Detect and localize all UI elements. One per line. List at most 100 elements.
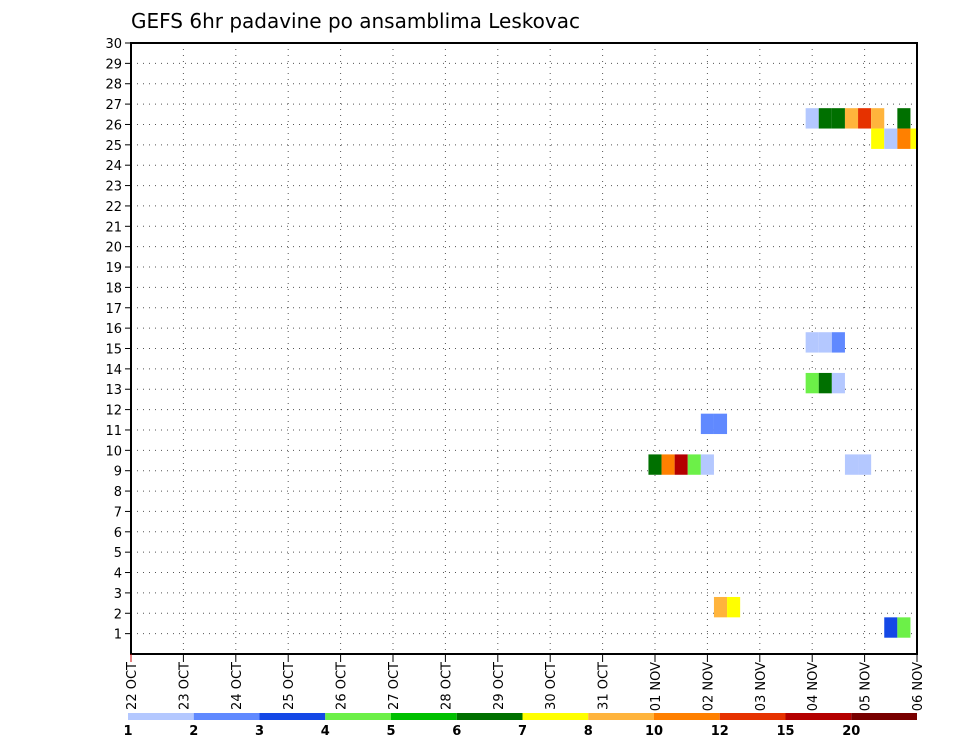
colorbar-label: 20 [842,724,860,739]
precip-cell [871,108,885,129]
precip-cell [648,454,662,475]
x-tick-label: 22 OCT [125,662,140,710]
precip-cell [727,596,741,618]
precip-cell [805,108,819,129]
precip-cell [844,108,859,129]
colorbar-segment [588,713,654,720]
colorbar-label: 6 [452,724,461,739]
colorbar-label: 2 [189,724,198,739]
y-tick-label: 5 [114,546,122,561]
colorbar-segment [193,713,260,720]
colorbar-segment [522,713,589,720]
precip-cell [897,617,911,638]
colorbar-label: 4 [321,724,330,739]
colorbar-label: 15 [776,724,794,739]
precip-cell [897,128,911,149]
colorbar-segment [325,713,391,720]
y-tick-label: 20 [105,241,122,256]
colorbar-label: 3 [255,724,264,739]
colorbar-label: 12 [711,724,729,739]
precip-cell [858,454,872,475]
precip-cell [884,128,898,149]
y-tick-label: 10 [105,444,122,459]
y-tick-label: 19 [105,261,122,276]
x-tick-label: 26 OCT [335,662,350,710]
x-tick-label: 29 OCT [492,662,507,710]
colorbar-segment [785,713,852,720]
y-tick-label: 25 [105,139,122,154]
y-tick-label: 15 [105,343,122,358]
y-tick-label: 27 [105,98,122,113]
colorbar-segment [456,713,523,720]
precip-cell [805,372,819,394]
y-tick-label: 22 [105,200,122,215]
y-tick-label: 23 [105,180,122,195]
y-tick-label: 6 [114,526,122,541]
x-tick-label: 27 OCT [387,662,402,710]
y-tick-label: 21 [105,220,122,235]
y-tick-label: 8 [114,485,122,500]
precip-cell [818,332,832,353]
x-tick-label: 30 OCT [544,662,559,710]
colorbar-label: 5 [386,724,395,739]
y-tick-label: 29 [105,57,122,72]
chart-title: GEFS 6hr padavine po ansamblima Leskovac [131,9,580,33]
colorbar-label: 7 [518,724,527,739]
x-tick-label: 31 OCT [597,662,612,710]
precip-cell [831,372,845,394]
precip-cell [818,372,832,394]
precip-cell [844,454,859,475]
colorbar-label: 1 [123,724,132,739]
precip-cell [713,413,728,435]
x-tick-label: 06 NOV [911,662,926,711]
plot-frame [130,42,918,655]
x-tick-label: 24 OCT [230,662,245,710]
y-tick-label: 12 [105,404,122,419]
precip-cell [661,454,675,475]
y-tick-label: 2 [114,607,122,622]
precip-cell [897,108,911,129]
y-tick-label: 1 [114,628,122,643]
x-tick-label: 04 NOV [806,662,821,711]
y-tick-label: 14 [105,363,122,378]
y-tick-label: 3 [114,587,122,602]
colorbar-segment [654,713,720,720]
y-tick-label: 30 [105,37,122,52]
x-axis: 22 OCT 23 OCT 24 OCT 25 OCT 26 OCT 27 OCT 28 O… [125,654,926,711]
precip-cell [700,413,714,435]
x-tick-label: 05 NOV [859,662,874,711]
y-tick-label: 9 [114,465,122,480]
y-tick-label: 18 [105,281,122,296]
y-tick-label: 17 [105,302,122,317]
colorbar-segment [851,713,917,720]
y-axis: 1234567891011121314151617181920212223242… [105,37,131,643]
precip-cell [831,108,845,129]
colorbar-segment [391,713,457,720]
precip-cell [805,332,819,353]
y-tick-label: 13 [105,383,122,398]
y-tick-label: 7 [114,505,122,520]
precip-cell [831,332,845,353]
colorbar-segment [128,713,194,720]
colorbar-label: 10 [645,724,663,739]
x-tick-label: 03 NOV [754,662,769,711]
precip-cell [884,617,898,638]
y-tick-label: 24 [105,159,122,174]
precip-cell [818,108,832,129]
cells [648,108,917,638]
y-tick-label: 4 [114,567,122,582]
x-tick-label: 01 NOV [649,662,664,711]
precip-cell [858,108,872,129]
y-tick-label: 26 [105,118,122,133]
x-tick-label: 25 OCT [282,662,297,710]
precip-cell [713,596,728,618]
precip-cell [910,128,917,149]
grid [130,42,918,654]
precip-cell [871,128,885,149]
x-tick-label: 28 OCT [439,662,454,710]
colorbar-segment [259,713,326,720]
colorbar: 1 2 3 4 5 6 7 8 10 12 15 20 [123,713,917,739]
precip-cell [687,454,701,475]
precip-cell [700,454,714,475]
